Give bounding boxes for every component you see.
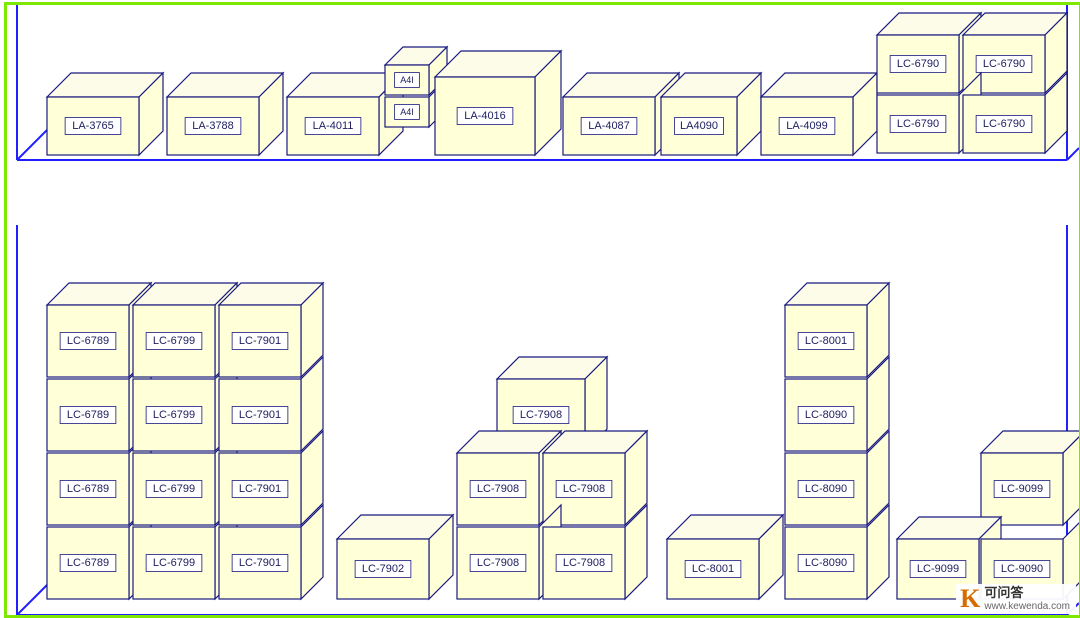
box-label-la-4011: LA-4011	[313, 120, 354, 132]
box-label-lc-6799-3: LC-6799	[153, 483, 195, 495]
box-label-lc-6799-4: LC-6799	[153, 557, 195, 569]
box-label-lc-7901-1: LC-7901	[239, 335, 281, 347]
box-la-4016: LA-4016	[435, 51, 561, 155]
box-label-lc-8090-3: LC-8090	[805, 557, 847, 569]
box-lc-8001-t: LC-8001	[785, 283, 889, 377]
box-label-la-small-bottom: A4I	[400, 107, 414, 117]
watermark-url: www.kewenda.com	[984, 601, 1070, 612]
box-label-la-small-top: A4I	[400, 75, 414, 85]
box-label-lc-6789-1: LC-6789	[67, 335, 109, 347]
box-lc-9099-t: LC-9099	[981, 431, 1079, 525]
box-label-lc-7901-2: LC-7901	[239, 409, 281, 421]
box-label-lc-6799-1: LC-6799	[153, 335, 195, 347]
box-lc-8001-b: LC-8001	[667, 515, 783, 599]
box-label-lc-8001-t: LC-8001	[805, 335, 847, 347]
box-label-la-4087: LA-4087	[588, 120, 630, 132]
box-la-4090: LA4090	[661, 73, 761, 155]
watermark-title: 可问答	[984, 586, 1070, 600]
box-label-la-4099: LA-4099	[786, 120, 828, 132]
watermark: K 可问答 www.kewenda.com	[956, 584, 1076, 614]
box-label-lc-7901-3: LC-7901	[239, 483, 281, 495]
box-label-la-4090: LA4090	[680, 120, 718, 132]
box-label-lc-7902: LC-7902	[362, 563, 404, 575]
box-label-lc-7908-ml: LC-7908	[477, 483, 519, 495]
box-label-lc-8090-1: LC-8090	[805, 409, 847, 421]
box-lc-7901-1: LC-7901	[219, 283, 323, 377]
box-la-3765: LA-3765	[47, 73, 163, 155]
box-lc-7902: LC-7902	[337, 515, 453, 599]
warehouse-diagram: LA-3765 LA-3788 LA-4011 A4I A4I LA-4016 LA-408…	[7, 5, 1079, 615]
box-label-lc-6790-tr: LC-6790	[983, 58, 1025, 70]
box-label-lc-7908-bl: LC-7908	[477, 557, 519, 569]
box-label-lc-6789-4: LC-6789	[67, 557, 109, 569]
box-label-lc-9090: LC-9090	[1001, 563, 1043, 575]
box-label-lc-6790-tl: LC-6790	[897, 58, 939, 70]
box-label-lc-7908-mr: LC-7908	[563, 483, 605, 495]
box-label-lc-7901-4: LC-7901	[239, 557, 281, 569]
box-label-lc-6799-2: LC-6799	[153, 409, 195, 421]
box-label-lc-8001-b: LC-8001	[692, 563, 734, 575]
box-label-lc-7908-top: LC-7908	[520, 409, 562, 421]
box-label-la-3788: LA-3788	[192, 120, 234, 132]
box-label-lc-8090-2: LC-8090	[805, 483, 847, 495]
box-label-lc-6790-br: LC-6790	[983, 118, 1025, 130]
box-label-lc-9099-b: LC-9099	[917, 563, 959, 575]
box-la-3788: LA-3788	[167, 73, 283, 155]
box-la-4099: LA-4099	[761, 73, 877, 155]
box-label-lc-9099-t: LC-9099	[1001, 483, 1043, 495]
box-label-la-3765: LA-3765	[72, 120, 114, 132]
box-label-lc-6790-bl: LC-6790	[897, 118, 939, 130]
box-label-lc-7908-br: LC-7908	[563, 557, 605, 569]
box-label-la-4016: LA-4016	[464, 110, 506, 122]
box-label-lc-6789-3: LC-6789	[67, 483, 109, 495]
watermark-logo: K	[960, 586, 980, 612]
box-label-lc-6789-2: LC-6789	[67, 409, 109, 421]
